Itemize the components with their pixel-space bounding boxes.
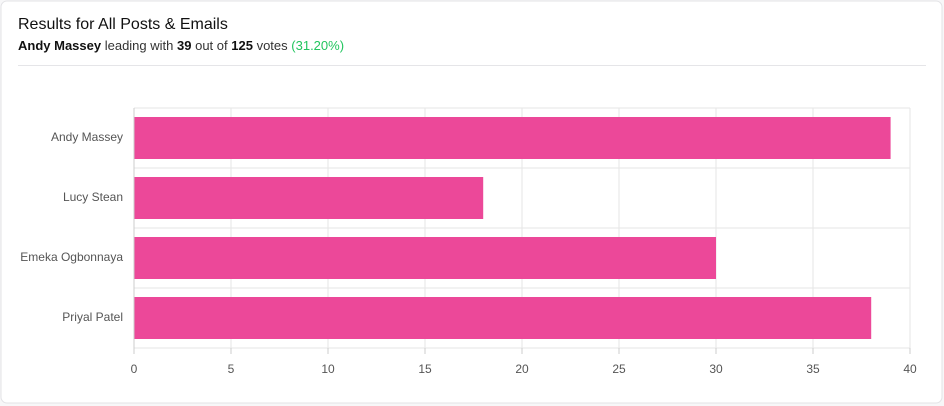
x-tick-label: 15 [418,362,432,376]
bar [134,117,891,159]
subtitle: Andy Massey leading with 39 out of 125 v… [18,38,344,53]
bar [134,177,484,219]
total-votes: 125 [231,38,253,53]
x-tick-label: 25 [612,362,626,376]
bar [134,237,716,279]
title: Results for All Posts & Emails [18,16,228,33]
leader-votes: 39 [177,38,191,53]
x-tick-label: 5 [228,362,235,376]
out-of-text: out of [195,38,228,53]
y-tick-label: Emeka Ogbonnaya [20,250,123,264]
x-tick-label: 35 [806,362,820,376]
x-tick-label: 0 [131,362,138,376]
x-tick-label: 40 [903,362,917,376]
plot: 0 5 10 15 20 25 30 35 40 Andy Massey Lucy Stean Eme… [20,107,917,376]
leading-text: leading with [105,38,174,53]
x-tick-label: 30 [709,362,723,376]
y-tick-label: Lucy Stean [63,190,123,204]
y-tick-label: Andy Massey [51,130,123,144]
leader: Andy Massey [18,38,102,53]
votes-text: votes [257,38,289,53]
y-tick-label: Priyal Patel [62,310,123,324]
x-tick-label: 10 [321,362,335,376]
x-tick-label: 20 [515,362,529,376]
percent: (31.20%) [291,38,344,53]
bar [134,297,872,339]
